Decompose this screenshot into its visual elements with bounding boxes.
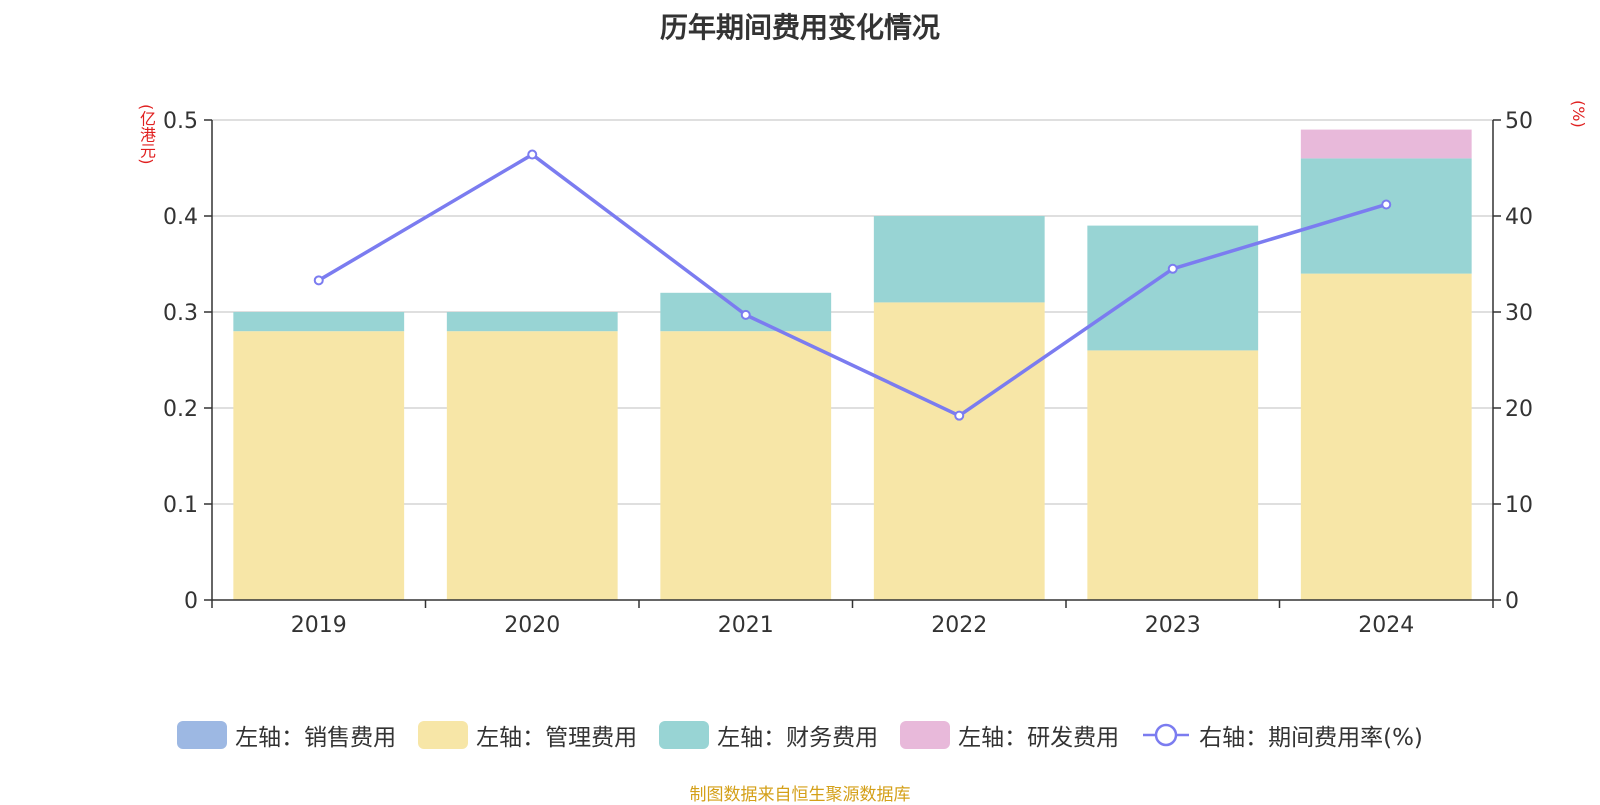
- left-tick-label: 0.1: [163, 493, 198, 518]
- x-tick-label: 2022: [931, 613, 987, 638]
- left-tick-label: 0.3: [163, 301, 198, 326]
- bar-segment: [1300, 273, 1472, 600]
- legend: 左轴：销售费用 左轴：管理费用 左轴：财务费用 左轴：研发费用 右轴：期间费用率(%): [0, 718, 1600, 752]
- left-tick-label: 0: [184, 589, 198, 614]
- bar-segment: [1087, 350, 1259, 600]
- x-tick-label: 2019: [291, 613, 347, 638]
- axes: 0 0.1 0.2 0.3 0.4 0.5 0 10 20 30 40 50 2019 2020 2021 2…: [163, 109, 1533, 638]
- line-series: [313, 149, 1392, 421]
- chart-title: 历年期间费用变化情况: [659, 11, 940, 44]
- legend-item[interactable]: 左轴：销售费用: [177, 718, 396, 752]
- bar-segment: [660, 331, 832, 600]
- legend-label: 左轴：财务费用: [717, 725, 879, 751]
- source-note: 制图数据来自恒生聚源数据库: [689, 785, 911, 805]
- color-swatch-icon: [900, 721, 951, 749]
- bar-series: [233, 129, 1472, 600]
- bar-segment: [446, 312, 618, 332]
- right-tick-label: 40: [1505, 205, 1533, 230]
- right-tick-label: 30: [1505, 301, 1533, 326]
- right-axis-unit: (%): [1569, 100, 1588, 128]
- legend-item[interactable]: 左轴：研发费用: [900, 718, 1119, 752]
- rate-point: [1381, 199, 1392, 210]
- bar-segment: [1087, 225, 1259, 351]
- rate-line: [317, 152, 1387, 418]
- legend-label: 左轴：管理费用: [476, 725, 638, 751]
- bar-segment: [1300, 158, 1472, 274]
- legend-label: 左轴：销售费用: [235, 725, 397, 751]
- legend-item[interactable]: 右轴：期间费用率(%): [1141, 718, 1423, 752]
- left-tick-label: 0.5: [163, 109, 198, 134]
- rate-point: [740, 309, 751, 320]
- left-tick-label: 0.2: [163, 397, 198, 422]
- color-swatch-icon: [418, 721, 469, 749]
- rate-point: [527, 149, 538, 160]
- bar-segment: [873, 302, 1045, 600]
- bar-segment: [1300, 129, 1472, 159]
- bar-segment: [446, 331, 618, 600]
- x-tick-label: 2023: [1145, 613, 1201, 638]
- legend-label: 右轴：期间费用率(%): [1199, 725, 1423, 751]
- left-axis-unit: (亿港元): [137, 104, 156, 165]
- right-tick-label: 20: [1505, 397, 1533, 422]
- x-tick-label: 2024: [1358, 613, 1414, 638]
- right-tick-label: 0: [1505, 589, 1519, 614]
- rate-point: [954, 410, 965, 421]
- color-swatch-icon: [177, 721, 228, 749]
- bar-segment: [233, 312, 405, 332]
- legend-item[interactable]: 左轴：财务费用: [659, 718, 878, 752]
- legend-label: 左轴：研发费用: [958, 725, 1120, 751]
- x-tick-label: 2020: [504, 613, 560, 638]
- rate-point: [1167, 263, 1178, 274]
- bar-segment: [873, 216, 1045, 303]
- right-tick-label: 50: [1505, 109, 1533, 134]
- bar-segment: [233, 331, 405, 600]
- rate-point: [313, 275, 324, 286]
- x-tick-label: 2021: [718, 613, 774, 638]
- color-swatch-icon: [659, 721, 710, 749]
- grid-lines: [212, 119, 1493, 505]
- left-tick-label: 0.4: [163, 205, 198, 230]
- right-tick-label: 10: [1505, 493, 1533, 518]
- legend-item[interactable]: 左轴：管理费用: [418, 718, 637, 752]
- line-marker-icon: [1143, 723, 1190, 747]
